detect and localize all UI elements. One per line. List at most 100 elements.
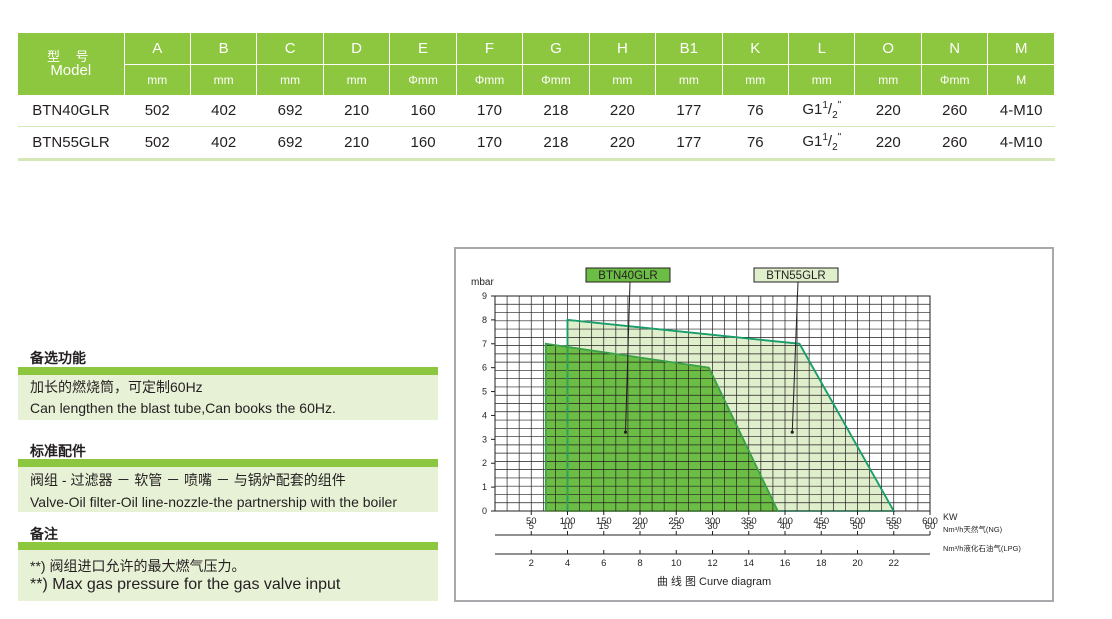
header-row-labels: 型 号 Model A B C D E F G H B1 K L O N M	[18, 33, 1055, 95]
column-header: O	[854, 33, 922, 65]
column-header: L	[788, 33, 856, 65]
unit-header: mm	[655, 64, 723, 95]
column-header: C	[256, 33, 324, 65]
x-tick-label: 15	[598, 521, 609, 532]
x-tick-label: 100	[560, 516, 576, 527]
model-header: 型 号 Model	[18, 33, 125, 95]
x-tick-label: 50	[526, 516, 537, 527]
column-header: B	[190, 33, 258, 65]
table-cell: 220	[589, 126, 656, 161]
x-tick-label: 35	[743, 521, 754, 532]
legend-box	[585, 267, 671, 283]
chart-panel: 0 1 2 3 4 5 6 7 8 9 mbar 50 100 150 200 250 300 350 400 450…	[454, 247, 1054, 602]
column-header: F	[456, 33, 524, 65]
unit-header: M	[987, 64, 1055, 95]
x-tick-label: 500	[850, 516, 866, 527]
unit-header: Φmm	[522, 64, 590, 95]
thread-cell: G11/2"	[788, 95, 855, 127]
model-cell: BTN40GLR	[18, 95, 124, 127]
unit-header: Φmm	[389, 64, 457, 95]
x-tick-label: 550	[886, 516, 902, 527]
column-header: A	[124, 33, 191, 65]
legend-box	[753, 267, 839, 283]
y-tick-label: 1	[482, 482, 487, 492]
legend-pointer-dot	[623, 430, 628, 434]
x-tick-label: 12	[707, 558, 718, 569]
notes-bar	[18, 542, 438, 550]
x-tick-label: 150	[596, 516, 612, 527]
y-axis-label: mbar	[471, 277, 494, 288]
x-tick-label: 8	[637, 558, 642, 569]
legend-label: BTN55GLR	[766, 270, 825, 282]
y-tick-label: 5	[482, 387, 487, 397]
x-tick-label: 10	[671, 558, 682, 569]
model-cell: BTN55GLR	[18, 126, 124, 161]
legend-pointer	[791, 281, 799, 433]
options-box	[18, 375, 438, 420]
table-cell: 210	[323, 126, 390, 161]
notes-line-cn: **) 阀组进口允许的最大燃气压力。	[30, 558, 246, 574]
model-header-cn: 型 号	[46, 49, 95, 64]
x-tick-label: 22	[888, 558, 899, 569]
x-tick-label: 60	[925, 521, 936, 532]
x-tick-label: 350	[741, 516, 757, 527]
unit-header: mm	[190, 64, 258, 95]
x-tick-label: 16	[780, 558, 791, 569]
thread-fraction-mark: "	[837, 132, 842, 143]
notes-title: 备注	[30, 526, 58, 542]
column-header: M	[987, 33, 1055, 65]
options-line-en: Can lengthen the blast tube,Can books th…	[30, 400, 336, 416]
unit-header: Φmm	[456, 64, 524, 95]
standard-box	[18, 467, 438, 512]
table-cell: 210	[323, 95, 390, 127]
x-tick-label: 2	[529, 558, 534, 569]
x-tick-label: 30	[707, 521, 718, 532]
x-tick-label: 250	[668, 516, 684, 527]
x-tick-label: 200	[632, 516, 648, 527]
table-cell: 692	[256, 95, 324, 127]
column-header: E	[389, 33, 457, 65]
table-cell: 170	[456, 95, 523, 127]
table-cell: 220	[854, 126, 922, 161]
x-tick-label: 25	[671, 521, 682, 532]
table-cell: 502	[124, 95, 191, 127]
x-tick-label: 400	[777, 516, 793, 527]
y-tick-label: 6	[482, 363, 487, 373]
options-bar	[18, 367, 438, 375]
options-line-cn: 加长的燃烧筒，可定制60Hz	[30, 379, 203, 395]
thread-fraction-num: 1	[822, 132, 828, 143]
column-header: G	[522, 33, 590, 65]
x-tick-label: 20	[852, 558, 863, 569]
model-header-en: Model	[50, 62, 92, 79]
x-axis-unit: KW	[943, 512, 958, 522]
table-cell: 76	[722, 95, 789, 127]
x-tick-label: 14	[743, 558, 754, 569]
table-cell: 402	[190, 126, 257, 161]
y-tick-label: 3	[482, 434, 487, 444]
spec-table: 型 号 Model A B C D E F G H B1 K L O N M m…	[18, 33, 1055, 161]
table-cell: 4-M10	[987, 95, 1055, 127]
legend-label: BTN40GLR	[598, 270, 657, 282]
unit-header: mm	[589, 64, 657, 95]
x-tick-label: 50	[852, 521, 863, 532]
table-row: BTN40GLR 502 402 692 210 160 170 218 220…	[18, 95, 1055, 127]
table-cell: 218	[522, 126, 590, 161]
table-cell: 260	[921, 126, 988, 161]
options-title: 备选功能	[30, 350, 86, 366]
standard-title: 标准配件	[30, 443, 86, 459]
standard-bar	[18, 459, 438, 467]
thread-fraction-num: 1	[822, 100, 828, 111]
y-tick-label: 8	[482, 315, 487, 325]
column-header: N	[921, 33, 989, 65]
y-tick-label: 2	[482, 458, 487, 468]
standard-line-cn: 阀组 - 过滤器 － 软管 － 喷嘴 － 与锅炉配套的组件	[30, 472, 346, 488]
unit-header: Φmm	[921, 64, 989, 95]
column-header: K	[722, 33, 790, 65]
x-axis-unit: Nm³/h天然气(NG)	[943, 524, 1003, 534]
table-row: BTN55GLR 502 402 692 210 160 170 218 220…	[18, 126, 1055, 161]
chart-caption: 曲 线 图 Curve diagram	[657, 574, 771, 588]
header-row-units: mm mm mm mm Φmm Φmm Φmm mm mm mm mm mm Φ…	[18, 64, 1055, 95]
thread-fraction-den: 2	[832, 142, 838, 153]
notes-box	[18, 550, 438, 601]
table-cell: 160	[389, 95, 457, 127]
